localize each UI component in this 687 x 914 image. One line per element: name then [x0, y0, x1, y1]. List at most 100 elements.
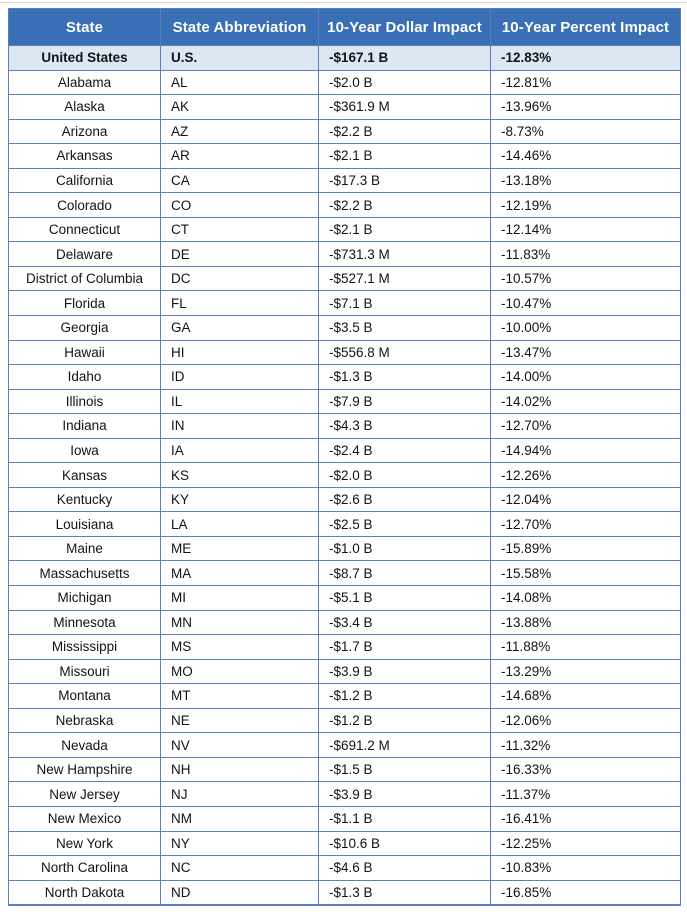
- table-row: Mississippi MS -$1.7 B -11.88%: [8, 634, 681, 660]
- cell-state: Michigan: [8, 585, 161, 611]
- cell-abbreviation: NC: [160, 855, 319, 881]
- table-row: Connecticut CT -$2.1 B -12.14%: [8, 216, 681, 243]
- cell-abbreviation: NM: [160, 805, 319, 832]
- table-body: United States U.S. -$167.1 B -12.83% Alabama…: [8, 45, 681, 906]
- cell-state: Idaho: [8, 364, 161, 390]
- cell-abbreviation: LA: [160, 511, 319, 537]
- cell-state: Georgia: [8, 315, 161, 341]
- table-row: Alabama AL -$2.0 B -12.81%: [8, 69, 681, 96]
- table-row: Iowa IA -$2.4 B -14.94%: [8, 437, 681, 464]
- table-row: Nebraska NE -$1.2 B -12.06%: [8, 707, 681, 734]
- cell-abbreviation: HI: [160, 339, 319, 366]
- table-row: Florida FL -$7.1 B -10.47%: [8, 290, 681, 317]
- cell-abbreviation: DC: [160, 265, 319, 292]
- cell-abbreviation: MS: [160, 634, 319, 660]
- cell-state: Missouri: [8, 658, 161, 685]
- cell-state: Alaska: [8, 94, 161, 120]
- cell-dollar-impact: -$7.9 B: [318, 388, 491, 415]
- cell-percent-impact: -15.58%: [490, 560, 681, 587]
- cell-state: Nebraska: [8, 707, 161, 734]
- table-row: Missouri MO -$3.9 B -13.29%: [8, 658, 681, 685]
- cell-dollar-impact: -$361.9 M: [318, 94, 491, 120]
- cell-state: Iowa: [8, 437, 161, 464]
- cell-abbreviation: ND: [160, 879, 319, 906]
- cell-state: Louisiana: [8, 511, 161, 537]
- cell-abbreviation: AL: [160, 69, 319, 96]
- cell-state: Massachusetts: [8, 560, 161, 587]
- cell-abbreviation: AR: [160, 143, 319, 169]
- cell-state: North Dakota: [8, 879, 161, 906]
- table-row: Indiana IN -$4.3 B -12.70%: [8, 413, 681, 439]
- state-impact-table: State State Abbreviation 10-Year Dollar …: [8, 8, 681, 906]
- cell-percent-impact: -12.06%: [490, 707, 681, 734]
- cell-abbreviation: DE: [160, 241, 319, 267]
- cell-dollar-impact: -$2.2 B: [318, 118, 491, 145]
- cell-state: New Hampshire: [8, 756, 161, 783]
- table-row: Louisiana LA -$2.5 B -12.70%: [8, 511, 681, 537]
- cell-dollar-impact: -$3.9 B: [318, 658, 491, 685]
- cell-percent-impact: -12.81%: [490, 69, 681, 96]
- cell-dollar-impact: -$8.7 B: [318, 560, 491, 587]
- table-row: Hawaii HI -$556.8 M -13.47%: [8, 339, 681, 366]
- cell-state: United States: [8, 45, 161, 71]
- table-row: Massachusetts MA -$8.7 B -15.58%: [8, 560, 681, 587]
- cell-state: Indiana: [8, 413, 161, 439]
- cell-state: New Jersey: [8, 781, 161, 807]
- table-row: North Dakota ND -$1.3 B -16.85%: [8, 879, 681, 906]
- cell-abbreviation: NH: [160, 756, 319, 783]
- cell-percent-impact: -14.02%: [490, 388, 681, 415]
- page-top-divider: [0, 2, 687, 3]
- cell-dollar-impact: -$1.2 B: [318, 707, 491, 734]
- column-header-abbreviation: State Abbreviation: [160, 8, 319, 46]
- cell-abbreviation: MO: [160, 658, 319, 685]
- column-header-state: State: [8, 8, 161, 46]
- cell-state: New York: [8, 830, 161, 857]
- table-row: North Carolina NC -$4.6 B -10.83%: [8, 855, 681, 881]
- cell-percent-impact: -8.73%: [490, 118, 681, 145]
- cell-dollar-impact: -$17.3 B: [318, 167, 491, 194]
- cell-abbreviation: IL: [160, 388, 319, 415]
- cell-abbreviation: GA: [160, 315, 319, 341]
- cell-abbreviation: CA: [160, 167, 319, 194]
- cell-state: Hawaii: [8, 339, 161, 366]
- cell-percent-impact: -14.00%: [490, 364, 681, 390]
- cell-percent-impact: -10.00%: [490, 315, 681, 341]
- cell-state: California: [8, 167, 161, 194]
- cell-percent-impact: -10.57%: [490, 265, 681, 292]
- cell-dollar-impact: -$1.1 B: [318, 805, 491, 832]
- cell-percent-impact: -15.89%: [490, 535, 681, 562]
- cell-abbreviation: KY: [160, 486, 319, 513]
- cell-percent-impact: -11.83%: [490, 241, 681, 267]
- cell-state: Illinois: [8, 388, 161, 415]
- cell-dollar-impact: -$5.1 B: [318, 585, 491, 611]
- cell-state: Arizona: [8, 118, 161, 145]
- cell-dollar-impact: -$527.1 M: [318, 265, 491, 292]
- table-row: Illinois IL -$7.9 B -14.02%: [8, 388, 681, 415]
- cell-dollar-impact: -$4.3 B: [318, 413, 491, 439]
- cell-state: New Mexico: [8, 805, 161, 832]
- cell-state: Kentucky: [8, 486, 161, 513]
- table-row: New Jersey NJ -$3.9 B -11.37%: [8, 781, 681, 807]
- cell-state: Alabama: [8, 69, 161, 96]
- cell-percent-impact: -12.26%: [490, 462, 681, 488]
- table-row: Colorado CO -$2.2 B -12.19%: [8, 192, 681, 218]
- cell-state: Colorado: [8, 192, 161, 218]
- cell-abbreviation: AZ: [160, 118, 319, 145]
- cell-abbreviation: NE: [160, 707, 319, 734]
- cell-dollar-impact: -$2.6 B: [318, 486, 491, 513]
- cell-dollar-impact: -$3.4 B: [318, 609, 491, 636]
- cell-abbreviation: CT: [160, 216, 319, 243]
- cell-abbreviation: IA: [160, 437, 319, 464]
- cell-dollar-impact: -$10.6 B: [318, 830, 491, 857]
- table-row: Georgia GA -$3.5 B -10.00%: [8, 315, 681, 341]
- cell-dollar-impact: -$7.1 B: [318, 290, 491, 317]
- cell-percent-impact: -13.47%: [490, 339, 681, 366]
- cell-dollar-impact: -$2.0 B: [318, 69, 491, 96]
- cell-dollar-impact: -$1.0 B: [318, 535, 491, 562]
- cell-percent-impact: -11.32%: [490, 732, 681, 758]
- table-row: Idaho ID -$1.3 B -14.00%: [8, 364, 681, 390]
- cell-dollar-impact: -$1.3 B: [318, 364, 491, 390]
- cell-dollar-impact: -$2.1 B: [318, 143, 491, 169]
- table-row: Montana MT -$1.2 B -14.68%: [8, 683, 681, 709]
- cell-dollar-impact: -$1.7 B: [318, 634, 491, 660]
